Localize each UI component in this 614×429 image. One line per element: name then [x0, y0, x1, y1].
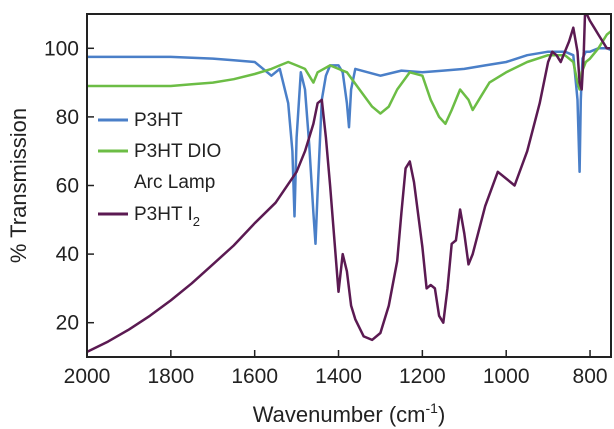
x-axis-title: Wavenumber (cm-1) [253, 400, 446, 427]
y-tick-label: 40 [56, 243, 79, 266]
legend-label-p3ht-i2: P3HT I2 [134, 204, 200, 229]
series-line-p3ht [87, 47, 611, 246]
y-tick-label: 20 [56, 312, 79, 335]
legend-label-subscript: 2 [193, 214, 200, 229]
x-tick-label: 1600 [231, 365, 278, 388]
x-tick-label: 1000 [483, 365, 530, 388]
x-tick-label: 2000 [64, 365, 111, 388]
legend-label-arc-lamp: Arc Lamp [134, 172, 215, 193]
y-axis: 20 40 60 80 100 [44, 37, 94, 335]
legend: P3HT P3HT DIO Arc Lamp P3HT I2 [98, 110, 221, 229]
y-tick-label: 60 [56, 175, 79, 198]
legend-label-p3ht-dio: P3HT DIO [134, 141, 221, 162]
y-tick-label: 80 [56, 106, 79, 129]
series-line-p3ht-i2 [87, 14, 611, 354]
x-axis-title-close: ) [438, 402, 445, 427]
x-tick-label: 1800 [147, 365, 194, 388]
x-tick-label: 1200 [399, 365, 446, 388]
x-axis: 2000 1800 1600 1400 1200 1000 800 [64, 350, 608, 388]
x-axis-title-superscript: -1 [426, 400, 439, 416]
x-tick-label: 1400 [315, 365, 362, 388]
legend-label-p3ht: P3HT [134, 110, 183, 131]
series-line-p3ht-dio [87, 30, 611, 126]
y-axis-title: % Transmission [6, 108, 31, 263]
x-tick-label: 800 [573, 365, 608, 388]
y-tick-label: 100 [44, 37, 79, 60]
plot-lines [87, 14, 611, 354]
